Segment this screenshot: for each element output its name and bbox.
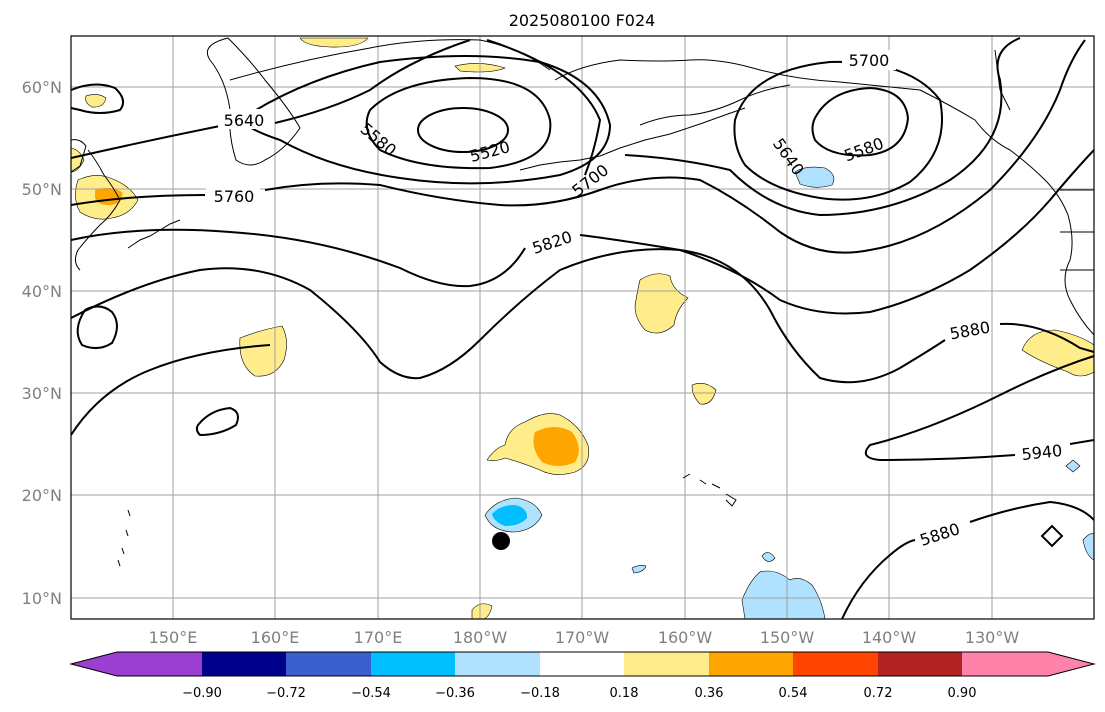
lat-label-30n: 30°N <box>22 384 62 403</box>
label-bg <box>206 186 260 206</box>
colorbar-bin-4 <box>455 652 541 676</box>
lon-label-160w: 160°W <box>658 628 713 647</box>
contour-5580b <box>811 86 910 157</box>
shade-yellow-w1 <box>85 94 107 108</box>
coast-canada <box>1009 149 1095 336</box>
graticule <box>71 36 1094 619</box>
colorbar-tick-4: −0.18 <box>520 686 560 701</box>
colorbar-tick-5: 0.18 <box>610 686 639 701</box>
contour-5760 <box>70 39 1086 254</box>
coast-alaska-s <box>639 84 791 126</box>
contour-5640b <box>733 60 943 201</box>
colorbar-under-arrow <box>71 652 117 676</box>
typhoon-center-marker <box>492 532 510 550</box>
lon-label-170w: 170°W <box>555 628 610 647</box>
shade-orange-c25 <box>533 427 579 466</box>
lon-label-150w: 150°W <box>760 628 815 647</box>
colorbar-bin-3 <box>371 652 456 676</box>
contour-5940 <box>70 344 1095 462</box>
shade-yellow-c30 <box>691 383 717 405</box>
label-bg <box>842 50 896 70</box>
lat-label-20n: 20°N <box>22 486 62 505</box>
colorbar-tick-9: 0.90 <box>948 686 977 701</box>
shade-blue-e2 <box>1065 459 1081 473</box>
figure-title: 2025080100 F024 <box>509 11 656 30</box>
contour-closed-w <box>76 305 118 349</box>
contour-closed-sw <box>195 406 239 437</box>
coast-japan <box>74 149 121 271</box>
contour-5580a <box>365 76 552 170</box>
colorbar-bin-6 <box>624 652 710 676</box>
shade-blue-s1 <box>631 565 647 574</box>
contour-label-5640a: 5640 <box>224 111 265 130</box>
contour-5880a <box>70 248 1095 384</box>
contour-5640a <box>238 55 612 185</box>
contour-closed-w2 <box>70 83 125 114</box>
contour-5700b <box>486 37 1021 217</box>
map-panel: 5640 5580 5520 5760 5700 5820 5700 5640 … <box>70 35 1095 620</box>
colorbar-bin-0 <box>117 652 203 676</box>
height-contours <box>70 37 1095 620</box>
colorbar-tick-0: −0.90 <box>182 686 222 701</box>
shade-blue-e51 <box>794 166 835 188</box>
lat-label-60n: 60°N <box>22 78 62 97</box>
coast-border <box>994 49 1094 271</box>
anomaly-shading <box>70 37 1095 620</box>
coast-kurils <box>127 219 181 249</box>
colorbar-bin-8 <box>793 652 879 676</box>
shade-blue-s2 <box>761 552 776 562</box>
colorbar-bin-2 <box>286 652 372 676</box>
coast-hawaii <box>682 473 737 507</box>
coast-alaska <box>554 59 1011 151</box>
lon-label-180w: 180°W <box>453 628 508 647</box>
colorbar-tick-2: −0.54 <box>351 686 391 701</box>
lat-label-40n: 40°N <box>22 282 62 301</box>
contour-closed-se <box>1040 524 1064 548</box>
colorbar-bin-5 <box>540 652 625 676</box>
shade-blue-se <box>741 570 826 620</box>
coast-asia-w <box>70 139 87 173</box>
map-frame <box>70 35 1095 620</box>
lon-label-140w: 140°W <box>862 628 917 647</box>
colorbar-bin-10 <box>962 652 1048 676</box>
lat-label-50n: 50°N <box>22 180 62 199</box>
contour-label-5760: 5760 <box>214 187 255 206</box>
coast-aleutians <box>519 107 746 171</box>
colorbar-tick-7: 0.54 <box>779 686 808 701</box>
colorbar-over-arrow <box>1048 652 1094 676</box>
coastlines <box>70 37 1095 567</box>
colorbar-bin-7 <box>709 652 794 676</box>
lon-label-130w: 130°W <box>965 628 1020 647</box>
lon-label-160e: 160°E <box>251 628 300 647</box>
colorbar-bin-9 <box>878 652 963 676</box>
contour-label-5700b: 5700 <box>849 51 890 70</box>
contour-5700a <box>70 39 471 159</box>
contour-5520 <box>417 107 509 153</box>
shade-yellow-w2 <box>70 147 85 173</box>
colorbar-tick-8: 0.72 <box>864 686 893 701</box>
colorbar: −0.90 −0.72 −0.54 −0.36 −0.18 0.18 0.36 … <box>69 651 1096 701</box>
colorbar-outline <box>69 651 1096 677</box>
shade-yellow-c40 <box>634 273 689 334</box>
lat-label-10n: 10°N <box>22 589 62 608</box>
lon-label-170e: 170°E <box>354 628 403 647</box>
colorbar-tick-1: −0.72 <box>266 686 306 701</box>
contour-label-5940: 5940 <box>1021 441 1063 464</box>
latitude-labels: 60°N 50°N 40°N 30°N 20°N 10°N <box>22 78 62 608</box>
longitude-labels: 150°E 160°E 170°E 180°W 170°W 160°W 150°… <box>149 628 1020 647</box>
lon-label-150e: 150°E <box>149 628 198 647</box>
colorbar-bin-1 <box>202 652 287 676</box>
shade-cyan-c18 <box>492 505 528 526</box>
label-bg <box>218 109 270 129</box>
shade-yellow-top <box>299 37 369 48</box>
colorbar-tick-3: −0.36 <box>435 686 475 701</box>
contour-5880b <box>841 500 1095 620</box>
coast-kamchatka <box>206 37 301 166</box>
colorbar-tick-6: 0.36 <box>695 686 724 701</box>
coast-island-w <box>117 509 131 567</box>
